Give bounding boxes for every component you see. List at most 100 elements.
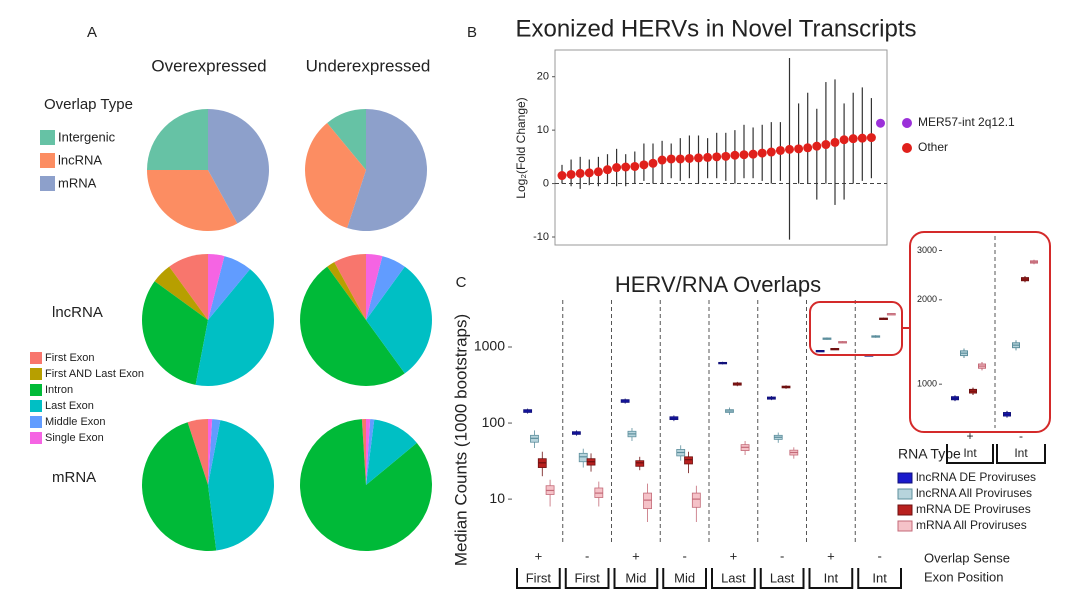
bracket	[564, 568, 610, 589]
position-label: Mid	[625, 570, 646, 585]
pie-slice	[208, 256, 251, 320]
pie-slice	[208, 109, 269, 224]
chart-title: Exonized HERVs in Novel Transcripts	[515, 15, 916, 42]
pie-slice	[366, 419, 375, 485]
legend-swatch	[30, 416, 42, 428]
pie-slice	[366, 419, 417, 485]
pie-slice	[366, 419, 371, 485]
point	[748, 149, 758, 159]
sense-label: +	[730, 548, 738, 563]
pie-slice	[334, 254, 366, 320]
y-axis-label: Median Counts (1000 bootstraps)	[451, 314, 470, 566]
chart-title: HERV/RNA Overlaps	[615, 272, 821, 297]
y-tick-label: 10	[489, 490, 505, 506]
sense-label: -	[682, 548, 686, 563]
pie-slice	[361, 419, 366, 485]
point	[857, 133, 867, 143]
position-label: Int	[963, 446, 977, 460]
legend-swatch	[897, 488, 913, 500]
pie-slice	[154, 266, 208, 320]
pie-slice	[208, 419, 213, 485]
bracket	[857, 568, 902, 589]
box	[635, 460, 645, 467]
bracket	[613, 568, 659, 589]
point	[603, 165, 612, 175]
legend-swatch	[897, 472, 913, 484]
row-title: lncRNA	[52, 304, 103, 321]
sense-label: +	[966, 429, 973, 443]
column-title: Underexpressed	[306, 56, 431, 75]
point	[839, 135, 849, 145]
point	[812, 141, 822, 151]
pie-slice	[147, 109, 208, 170]
legend-title: Overlap Type	[44, 96, 133, 113]
bracket	[662, 568, 707, 589]
sense-label: +	[632, 548, 640, 563]
y-tick-label: 100	[482, 414, 506, 430]
pie-slice	[169, 254, 208, 320]
legend-label: mRNA	[58, 175, 97, 190]
point	[584, 168, 594, 178]
sense-label: -	[877, 548, 881, 563]
sense-label: -	[1019, 429, 1023, 443]
legend-title: RNA Type	[898, 446, 961, 462]
sense-label: -	[585, 548, 589, 563]
point	[730, 150, 740, 160]
box	[643, 492, 652, 510]
sense-label: -	[780, 548, 784, 563]
point	[803, 143, 813, 153]
point	[666, 154, 676, 164]
point	[739, 150, 749, 160]
legend-swatch	[40, 130, 55, 145]
pie-slice	[366, 254, 383, 320]
legend-marker	[902, 143, 912, 153]
bracket	[808, 568, 854, 589]
pie-slice	[366, 266, 432, 374]
pie-slice	[305, 122, 366, 229]
point	[575, 168, 585, 178]
legend-label: lncRNA	[58, 152, 102, 167]
point	[721, 151, 731, 161]
y-tick-label: 20	[537, 71, 549, 83]
column-title: Overexpressed	[151, 56, 266, 75]
legend-label: MER57-int 2q12.1	[918, 115, 1015, 129]
legend-swatch	[897, 520, 913, 532]
legend-swatch	[30, 352, 42, 364]
panel-label: B	[467, 24, 477, 41]
pie-slice	[208, 419, 221, 485]
point	[621, 162, 631, 172]
y-tick-label: 1000	[474, 338, 505, 354]
y-tick-label: 10	[537, 124, 549, 136]
point	[612, 163, 622, 173]
position-label: First	[526, 570, 552, 585]
pie-slice	[300, 419, 433, 551]
legend-label: lncRNA All Proviruses	[916, 486, 1032, 500]
y-tick-label: -10	[533, 231, 549, 243]
legend-label: Other	[918, 140, 948, 154]
point	[684, 153, 694, 163]
pie-slice	[195, 269, 275, 387]
position-label: Last	[721, 570, 746, 585]
box	[691, 492, 701, 508]
bracket	[516, 568, 561, 589]
legend-label: Last Exon	[45, 400, 94, 412]
point	[712, 152, 722, 162]
point	[757, 148, 767, 158]
legend-label: First Exon	[45, 352, 95, 364]
pie-slice	[187, 419, 208, 485]
bracket	[946, 444, 994, 464]
legend-swatch	[897, 504, 913, 516]
legend-label: lncRNA DE Proviruses	[916, 470, 1036, 484]
point	[557, 171, 567, 181]
pie-slice	[208, 420, 275, 551]
point	[566, 169, 576, 179]
row-title: mRNA	[52, 469, 96, 486]
axis-title: Exon Position	[924, 569, 1004, 584]
position-label: Mid	[674, 570, 695, 585]
sense-label: +	[827, 548, 835, 563]
legend-label: Single Exon	[45, 432, 104, 444]
box	[684, 456, 693, 465]
pie-slice	[327, 109, 366, 170]
pie-slice	[300, 266, 405, 386]
